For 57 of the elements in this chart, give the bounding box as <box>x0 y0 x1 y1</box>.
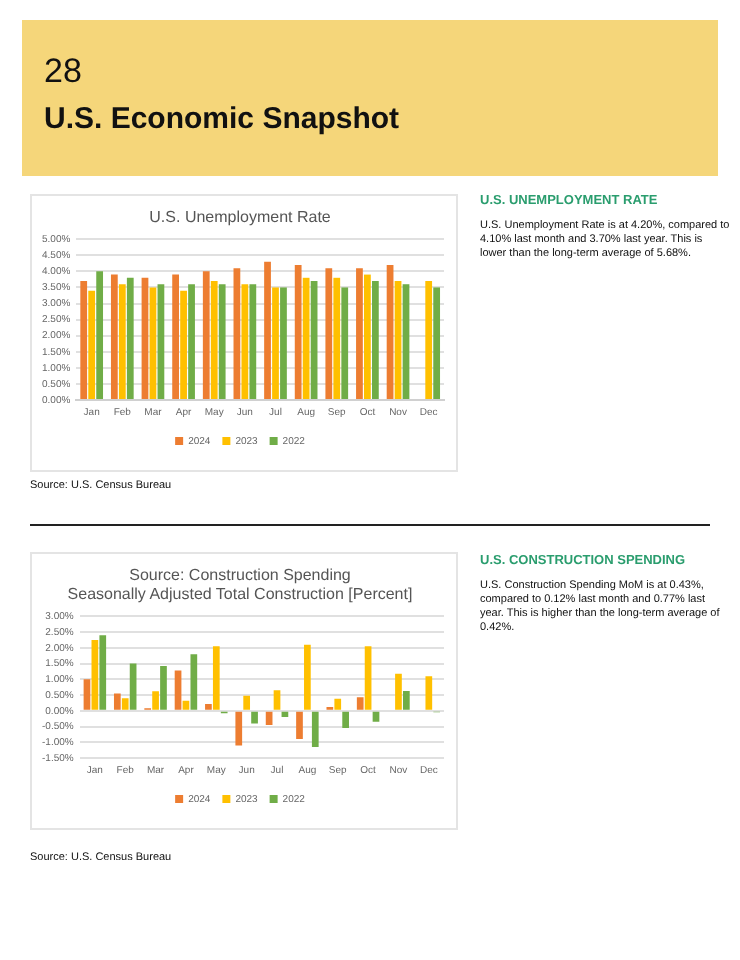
bar <box>188 284 195 399</box>
bar <box>403 690 410 710</box>
bar <box>296 711 303 740</box>
bar <box>99 635 107 710</box>
bar <box>272 287 279 399</box>
bar <box>110 274 118 399</box>
bar <box>152 691 159 710</box>
bar <box>371 281 379 399</box>
bar <box>205 703 212 710</box>
bar <box>160 666 167 710</box>
bar <box>218 284 226 399</box>
bar <box>433 287 441 399</box>
bar <box>342 711 349 729</box>
bar <box>113 693 121 710</box>
chart-title: U.S. Unemployment Rate <box>149 208 332 227</box>
bar <box>243 695 251 710</box>
text: 28 <box>44 52 82 92</box>
bar <box>395 673 402 710</box>
bar <box>341 287 349 399</box>
bar <box>251 711 258 724</box>
bar <box>249 284 257 399</box>
bar <box>311 711 319 747</box>
bar <box>235 711 243 746</box>
bar <box>364 646 372 710</box>
bar <box>356 268 363 399</box>
bar <box>302 277 310 399</box>
bar <box>210 281 218 399</box>
bar <box>425 676 433 710</box>
bar <box>425 281 433 399</box>
bar <box>364 274 371 399</box>
bar <box>264 261 271 399</box>
chart-subtitle: Seasonally Adjusted Total Construction [Percent] <box>67 585 413 604</box>
bar <box>180 290 187 399</box>
bar <box>80 281 88 399</box>
bar <box>88 290 96 399</box>
bar <box>372 711 380 722</box>
bar <box>356 697 364 710</box>
bar <box>304 644 311 710</box>
bar <box>202 271 210 399</box>
bar <box>212 646 220 710</box>
bar <box>126 277 134 399</box>
chart-title: Source: Construction Spending <box>129 566 351 585</box>
bar <box>241 284 249 399</box>
bar <box>273 690 281 710</box>
bar <box>325 268 333 399</box>
bar <box>334 698 342 710</box>
bar <box>96 271 104 399</box>
bar <box>333 277 341 399</box>
text: U.S. Economic Snapshot <box>44 102 400 136</box>
bar <box>118 284 126 399</box>
bar <box>280 287 287 399</box>
bar <box>294 264 302 399</box>
bar <box>172 274 179 399</box>
bar <box>91 640 99 710</box>
bar <box>83 679 91 710</box>
bar <box>121 698 129 710</box>
bar <box>190 654 198 710</box>
